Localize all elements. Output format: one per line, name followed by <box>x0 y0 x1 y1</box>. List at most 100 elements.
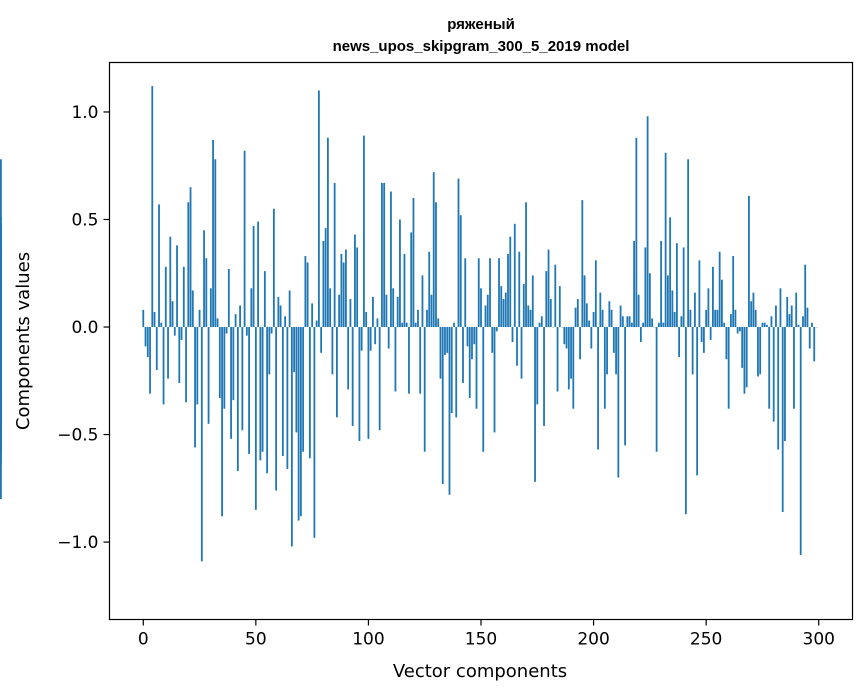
bar-81 <box>324 228 327 328</box>
bar-293 <box>802 316 804 328</box>
bar-271 <box>752 292 755 328</box>
bar-33 <box>216 318 219 328</box>
bar-237 <box>675 243 678 328</box>
bar-224 <box>646 116 649 328</box>
bar-261 <box>730 314 732 328</box>
bar-111 <box>392 288 395 328</box>
bar-43 <box>239 305 241 328</box>
bar-67 <box>293 327 296 373</box>
bar-127 <box>428 251 431 328</box>
bar-221 <box>639 327 642 343</box>
bar-194 <box>579 327 581 360</box>
bar-99 <box>365 311 368 328</box>
bar-268 <box>745 327 748 388</box>
bar-27 <box>203 230 205 328</box>
bar-206 <box>606 327 608 375</box>
bar-202 <box>597 327 599 450</box>
bar-110 <box>390 191 392 328</box>
bar-9 <box>162 327 165 405</box>
bar-135 <box>446 327 449 353</box>
bar-195 <box>581 200 584 328</box>
bar-175 <box>536 327 539 405</box>
bar-234 <box>669 217 672 328</box>
bar-108 <box>385 294 388 328</box>
bar-80 <box>322 241 325 328</box>
plot-frame <box>108 61 854 621</box>
bar-218 <box>633 241 635 328</box>
bar-73 <box>306 262 309 328</box>
bar-18 <box>182 266 185 328</box>
bar-269 <box>748 195 750 328</box>
bar-89 <box>342 262 345 328</box>
bar-1 <box>144 327 147 347</box>
bar-161 <box>504 292 507 328</box>
bar-105 <box>378 327 381 431</box>
bar-159 <box>500 286 503 328</box>
bar-230 <box>660 241 663 328</box>
bar-241 <box>684 327 687 515</box>
bar-97 <box>360 327 363 351</box>
bar-16 <box>178 327 181 383</box>
bar-82 <box>327 137 329 328</box>
bar-244 <box>691 327 694 375</box>
bar-243 <box>689 309 692 328</box>
bar-295 <box>806 307 809 328</box>
bar-118 <box>408 327 410 394</box>
bar-151 <box>482 327 485 452</box>
bar-49 <box>252 225 255 328</box>
bar-232 <box>664 152 667 328</box>
bar-296 <box>808 327 811 349</box>
bar-144 <box>466 327 469 347</box>
bar-162 <box>507 253 509 328</box>
bar-15 <box>176 245 178 328</box>
bar-64 <box>286 327 289 469</box>
bar-17 <box>180 327 183 340</box>
bar-189 <box>567 327 570 390</box>
bar-83 <box>329 288 332 328</box>
bar-72 <box>304 256 307 328</box>
bar-150 <box>480 288 482 328</box>
bar-242 <box>687 159 690 328</box>
bar-240 <box>682 247 685 328</box>
bar-112 <box>394 327 397 392</box>
bar-203 <box>599 292 602 328</box>
bar-66 <box>290 327 293 547</box>
bar-91 <box>347 327 350 390</box>
bar-287 <box>788 314 791 328</box>
bar-168 <box>520 327 523 379</box>
bar-200 <box>592 311 595 328</box>
bar-277 <box>766 324 768 328</box>
bar-14 <box>173 327 176 336</box>
bar-172 <box>529 309 532 328</box>
bar-146 <box>471 327 473 360</box>
x-tick-label: 300 <box>803 630 835 650</box>
bar-235 <box>671 290 674 328</box>
y-tick-label: −1.0 <box>57 533 98 553</box>
bar-169 <box>522 284 525 328</box>
x-tick-label: 150 <box>465 630 497 650</box>
bar-274 <box>759 327 762 375</box>
bar-104 <box>376 318 379 328</box>
bar-120 <box>412 197 415 328</box>
bar-215 <box>626 316 629 328</box>
bar-297 <box>811 322 813 328</box>
bar-40 <box>232 327 235 401</box>
bar-129 <box>432 172 435 328</box>
bar-36 <box>223 327 226 409</box>
bar-176 <box>538 322 541 328</box>
x-tick-label: 50 <box>245 630 267 650</box>
bar-225 <box>648 273 651 328</box>
bar-253 <box>712 266 714 328</box>
bar-0 <box>142 309 145 328</box>
bar-78 <box>317 90 320 328</box>
bar-115 <box>401 322 404 328</box>
bar-131 <box>437 318 440 328</box>
bar-259 <box>725 327 728 360</box>
bar-165 <box>513 223 516 328</box>
bar-292 <box>799 327 802 555</box>
bar-229 <box>657 322 660 328</box>
bar-93 <box>351 327 354 426</box>
y-tick-label: 0.0 <box>71 318 98 338</box>
bar-248 <box>700 327 703 343</box>
bar-196 <box>583 275 586 328</box>
